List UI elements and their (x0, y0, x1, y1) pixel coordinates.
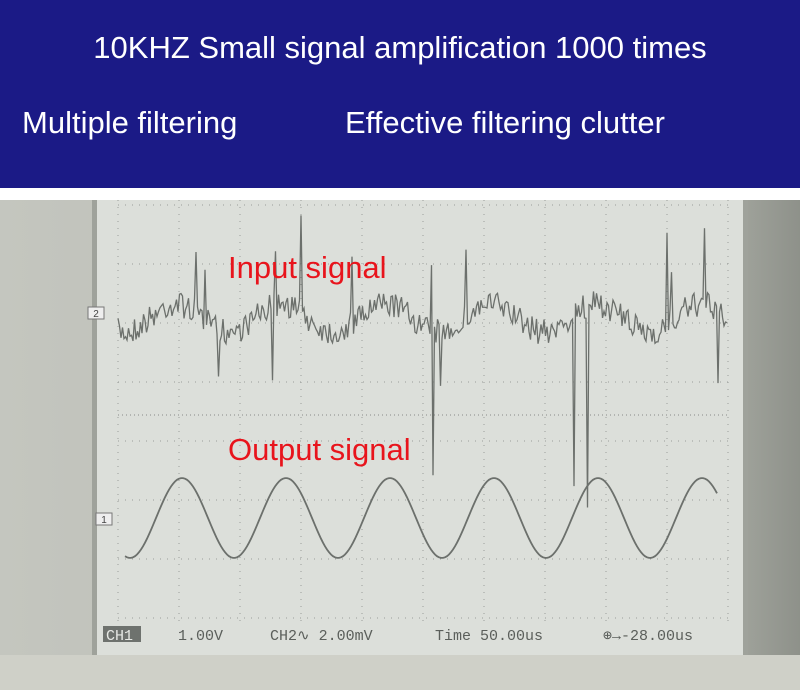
feature: Effective filtering clutter (345, 105, 665, 140)
input-trace (117, 215, 728, 508)
status-time: Time 50.00us (435, 628, 543, 645)
channel-marker-box (95, 512, 113, 526)
bezel-bottom (0, 655, 800, 690)
oscilloscope-photo: 2 1 Input signal Output signal CH1 1.00V… (0, 200, 800, 690)
feature: Multiple filtering (22, 105, 238, 140)
screen (97, 200, 743, 655)
ch1-badge (103, 626, 141, 642)
annotation: Input signal (228, 250, 387, 285)
status-ch2: CH2∿ 2.00mV (270, 628, 373, 645)
grid (117, 200, 729, 622)
channel-marker: 1 (101, 515, 107, 526)
status-ch1-scale: 1.00V (178, 628, 223, 645)
output-trace (124, 477, 718, 559)
annotation: Output signal (228, 432, 411, 467)
banner-title: 10KHZ Small signal amplification 1000 ti… (93, 30, 707, 65)
channel-marker-box (87, 306, 105, 320)
status-ch1: CH1 (106, 628, 133, 645)
banner: 10KHZ Small signal amplification 1000 ti… (0, 0, 800, 188)
status-trigger: ⊕→-28.00us (603, 628, 693, 645)
channel-marker: 2 (93, 309, 99, 320)
